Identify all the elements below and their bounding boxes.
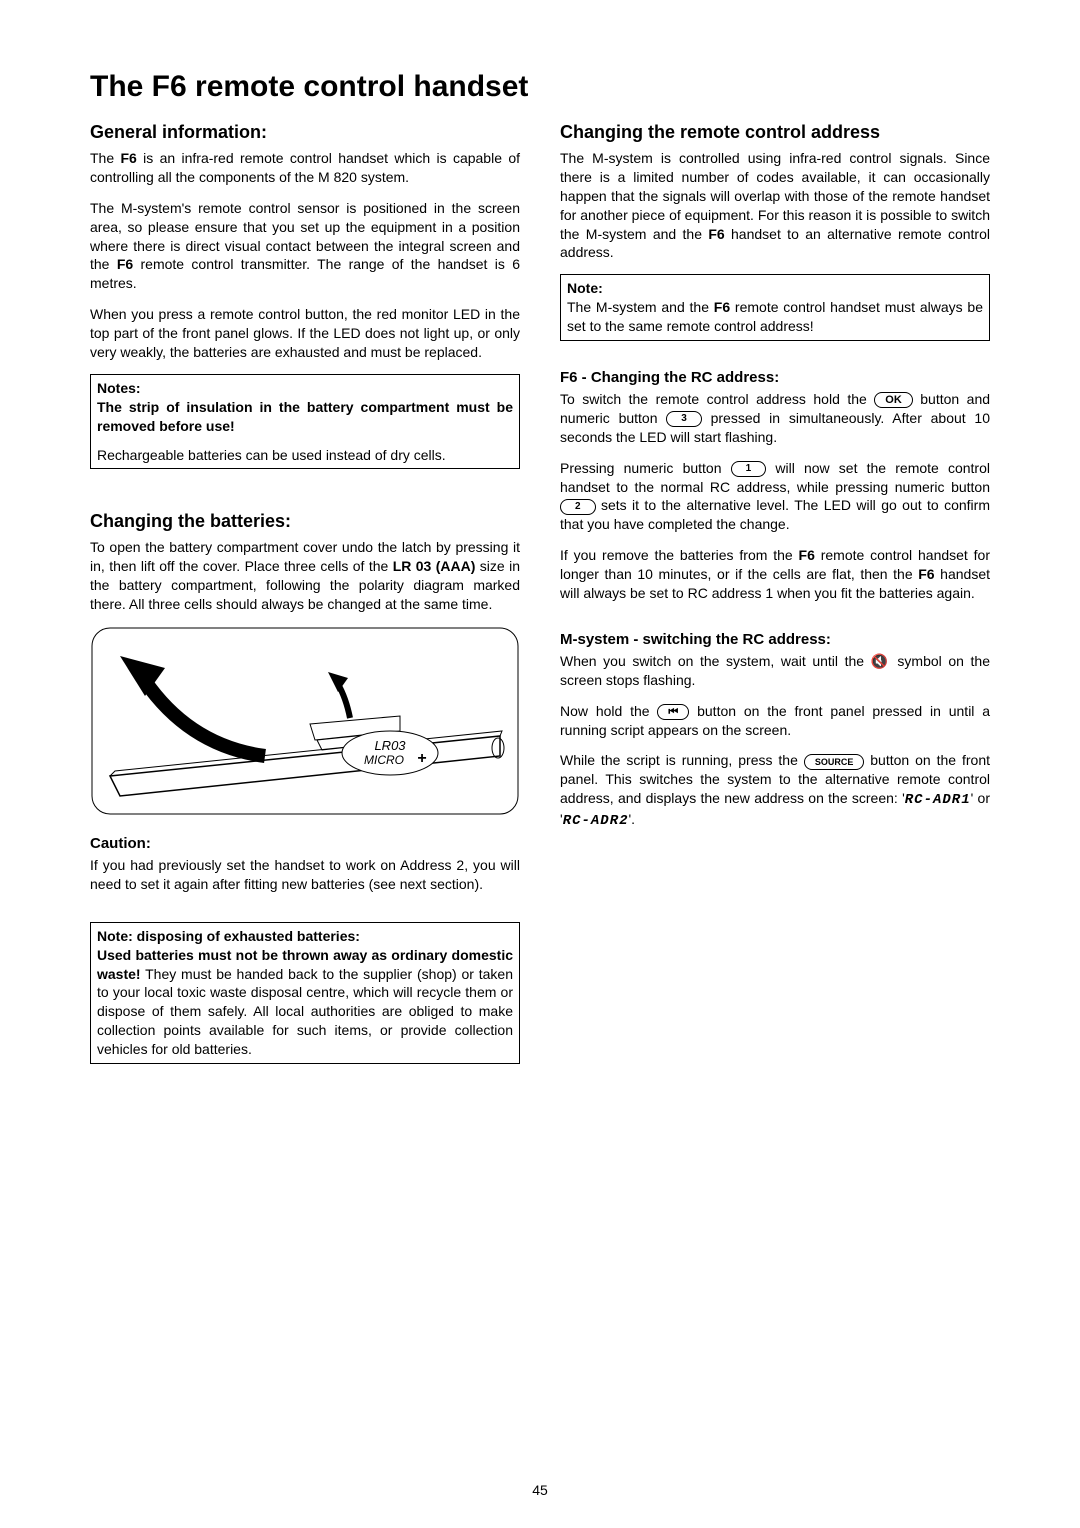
text: When you switch on the system, wait unti… — [560, 653, 871, 669]
msystem-rc-heading: M-system - switching the RC address: — [560, 631, 990, 648]
text: Pressing numeric button — [560, 460, 731, 476]
dispose-box: Note: disposing of exhausted batteries: … — [90, 922, 520, 1064]
msys-para-1: When you switch on the system, wait unti… — [560, 652, 990, 690]
rc-adr2-label: RC-ADR2 — [563, 813, 629, 829]
f6-para-2: Pressing numeric button 1 will now set t… — [560, 459, 990, 535]
dispose-title: Note: disposing of exhausted batteries: — [97, 928, 360, 944]
remote-diagram: LR03 MICRO + — [90, 626, 520, 816]
note-title: Notes: — [97, 380, 141, 396]
right-column: Changing the remote control address The … — [560, 122, 990, 1076]
text: sets it to the alternative level. The LE… — [560, 497, 990, 532]
addr-note-box: Note: The M-system and the F6 remote con… — [560, 274, 990, 341]
text-bold: F6 — [117, 256, 133, 272]
diagram-label-top: LR03 — [374, 738, 406, 753]
text: The — [90, 150, 120, 166]
general-para-1: The F6 is an infra-red remote control ha… — [90, 149, 520, 187]
rewind-button-icon: ⏮ — [657, 704, 689, 720]
caution-para: If you had previously set the handset to… — [90, 856, 520, 894]
text: remote control transmitter. The range of… — [90, 256, 520, 291]
text: Now hold the — [560, 703, 657, 719]
text: The M-system and the — [567, 299, 714, 315]
caution-heading: Caution: — [90, 835, 520, 852]
notes-box: Notes: The strip of insulation in the ba… — [90, 374, 520, 470]
page-number: 45 — [0, 1482, 1080, 1498]
batteries-para: To open the battery compartment cover un… — [90, 538, 520, 614]
mute-icon: 🔇 — [871, 653, 891, 669]
text: While the script is running, press the — [560, 752, 804, 768]
f6-para-1: To switch the remote control address hol… — [560, 390, 990, 447]
addr-para-1: The M-system is controlled using infra-r… — [560, 149, 990, 262]
text-bold: F6 — [708, 226, 724, 242]
text: If you remove the batteries from the — [560, 547, 799, 563]
text: '. — [629, 811, 636, 827]
rc-adr1-label: RC-ADR1 — [905, 792, 971, 808]
general-para-2: The M-system's remote control sensor is … — [90, 199, 520, 293]
num-2-button-icon: 2 — [560, 499, 596, 515]
page-title: The F6 remote control handset — [90, 70, 990, 104]
msys-para-3: While the script is running, press the S… — [560, 751, 990, 831]
left-column: General information: The F6 is an infra-… — [90, 122, 520, 1076]
text-bold: F6 — [799, 547, 815, 563]
f6-rc-heading: F6 - Changing the RC address: — [560, 369, 990, 386]
text: To switch the remote control address hol… — [560, 391, 874, 407]
general-info-heading: General information: — [90, 122, 520, 143]
content-columns: General information: The F6 is an infra-… — [90, 122, 990, 1076]
text: is an infra-red remote control handset w… — [90, 150, 520, 185]
changing-batteries-heading: Changing the batteries: — [90, 511, 520, 532]
text-bold: LR 03 (AAA) — [393, 558, 476, 574]
general-para-3: When you press a remote control button, … — [90, 305, 520, 362]
msys-para-2: Now hold the ⏮ button on the front panel… — [560, 702, 990, 740]
changing-address-heading: Changing the remote control address — [560, 122, 990, 143]
num-3-button-icon: 3 — [666, 411, 702, 427]
text-bold: F6 — [918, 566, 934, 582]
source-button-icon: SOURCE — [804, 754, 865, 770]
note-text: Rechargeable batteries can be used inste… — [97, 446, 513, 465]
diagram-label-bot: MICRO — [364, 753, 404, 767]
note-title: Note: — [567, 280, 603, 296]
f6-para-3: If you remove the batteries from the F6 … — [560, 546, 990, 603]
dispose-rest: They must be handed back to the supplier… — [97, 966, 513, 1058]
text-bold: F6 — [120, 150, 136, 166]
num-1-button-icon: 1 — [731, 461, 767, 477]
text-bold: F6 — [714, 299, 730, 315]
plus-icon: + — [417, 750, 426, 767]
ok-button-icon: OK — [874, 392, 913, 408]
note-bold-text: The strip of insulation in the battery c… — [97, 399, 513, 434]
